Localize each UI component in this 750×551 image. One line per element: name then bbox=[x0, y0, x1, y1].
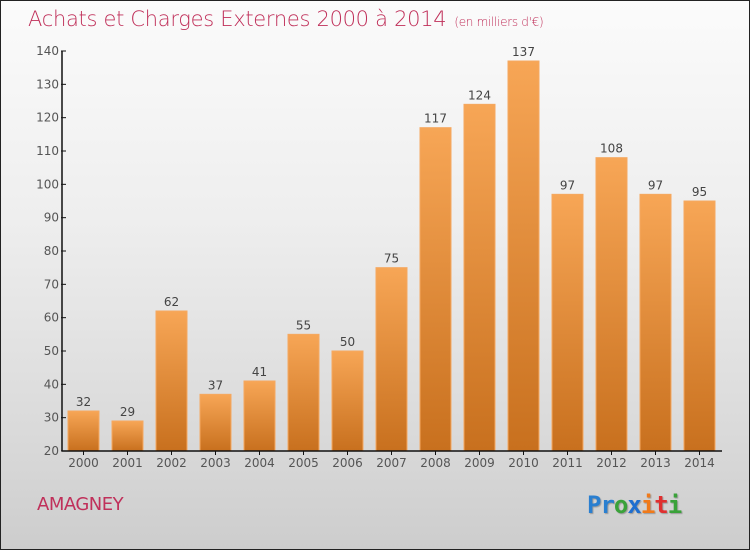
y-tick-label-120: 120 bbox=[36, 111, 59, 125]
proxiti-logo[interactable]: Proxiti bbox=[587, 491, 682, 519]
value-label-2003: 37 bbox=[208, 378, 223, 392]
title-text: Achats et Charges Externes 2000 à 2014 bbox=[28, 7, 447, 31]
bar-2000 bbox=[67, 410, 100, 452]
logo-letter: x bbox=[627, 491, 641, 519]
y-tick-label-50: 50 bbox=[44, 344, 59, 358]
x-tick-label-2004: 2004 bbox=[244, 456, 275, 470]
bar-2013 bbox=[639, 193, 672, 452]
value-label-2005: 55 bbox=[296, 318, 311, 332]
logo-letter: P bbox=[587, 491, 601, 519]
logo-letter: t bbox=[654, 491, 668, 519]
logo-letter: i bbox=[640, 491, 655, 519]
x-tick-label-2014: 2014 bbox=[684, 456, 715, 470]
y-tick-label-100: 100 bbox=[36, 177, 59, 191]
logo-letter: r bbox=[600, 491, 614, 519]
x-tick-label-2007: 2007 bbox=[376, 456, 407, 470]
commune-name: AMAGNEY bbox=[37, 494, 124, 515]
bar-2012 bbox=[595, 157, 628, 452]
x-tick-label-2001: 2001 bbox=[112, 456, 143, 470]
value-label-2014: 95 bbox=[692, 185, 707, 199]
value-label-2008: 117 bbox=[424, 112, 447, 126]
chart-title: Achats et Charges Externes 2000 à 2014 (e… bbox=[28, 7, 544, 31]
title-unit: (en milliers d'€) bbox=[454, 15, 544, 29]
y-tick-label-130: 130 bbox=[36, 77, 59, 91]
y-tick-label-40: 40 bbox=[44, 377, 59, 391]
value-label-2006: 50 bbox=[340, 335, 355, 349]
x-tick-label-2008: 2008 bbox=[420, 456, 451, 470]
y-tick-label-80: 80 bbox=[44, 244, 59, 258]
bar-2007 bbox=[375, 267, 408, 452]
x-tick-label-2005: 2005 bbox=[288, 456, 319, 470]
bar-2003 bbox=[199, 393, 232, 452]
bar-2006 bbox=[331, 350, 364, 452]
x-tick-label-2010: 2010 bbox=[508, 456, 539, 470]
x-tick-label-2013: 2013 bbox=[640, 456, 671, 470]
value-label-2002: 62 bbox=[164, 295, 179, 309]
x-tick-label-2011: 2011 bbox=[552, 456, 583, 470]
bar-2008 bbox=[419, 127, 452, 452]
y-tick-label-90: 90 bbox=[44, 211, 59, 225]
y-tick-label-110: 110 bbox=[36, 144, 59, 158]
y-tick-label-70: 70 bbox=[44, 277, 59, 291]
value-label-2009: 124 bbox=[468, 88, 491, 102]
bar-2010 bbox=[507, 60, 540, 452]
y-tick-label-30: 30 bbox=[44, 411, 59, 425]
bar-2009 bbox=[463, 103, 496, 452]
bar-2002 bbox=[155, 310, 188, 452]
value-label-2011: 97 bbox=[560, 178, 575, 192]
y-tick-label-140: 140 bbox=[36, 44, 59, 58]
value-label-2007: 75 bbox=[384, 252, 399, 266]
y-tick-label-20: 20 bbox=[44, 444, 59, 458]
x-tick-label-2012: 2012 bbox=[596, 456, 627, 470]
logo-letter: i bbox=[667, 491, 682, 519]
bar-2014 bbox=[683, 200, 716, 452]
x-tick-label-2006: 2006 bbox=[332, 456, 363, 470]
x-tick-label-2009: 2009 bbox=[464, 456, 495, 470]
value-label-2001: 29 bbox=[120, 405, 135, 419]
logo-letter: o bbox=[613, 491, 628, 519]
bars-group: 32 29 62 37 41 55 50 75 117 124 137 97 108 97 95 bbox=[67, 45, 716, 452]
bar-2005 bbox=[287, 333, 320, 452]
value-label-2012: 108 bbox=[600, 142, 623, 156]
x-tick-label-2003: 2003 bbox=[200, 456, 231, 470]
axes-group: 2000 2001 2002 2003 2004 2005 2006 2007 2008 2009… bbox=[36, 44, 722, 470]
bar-2011 bbox=[551, 193, 584, 452]
value-label-2010: 137 bbox=[512, 45, 535, 59]
value-label-2013: 97 bbox=[648, 178, 663, 192]
bar-2004 bbox=[243, 380, 276, 452]
value-label-2000: 32 bbox=[76, 395, 91, 409]
x-tick-label-2000: 2000 bbox=[68, 456, 99, 470]
x-tick-label-2002: 2002 bbox=[156, 456, 187, 470]
bar-2001 bbox=[111, 420, 144, 452]
value-label-2004: 41 bbox=[252, 365, 267, 379]
y-tick-label-60: 60 bbox=[44, 311, 59, 325]
